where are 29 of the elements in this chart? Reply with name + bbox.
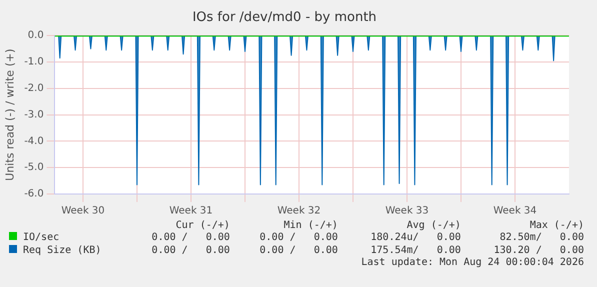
legend-label: IO/sec — [22, 231, 60, 244]
x-tick-label: Week 30 — [61, 206, 105, 217]
text: 130.20 / 0.00 — [492, 244, 585, 257]
text: Max (-/+) — [528, 220, 585, 231]
chart-title: IOs for /dev/md0 - by month — [192, 10, 377, 26]
y-axis-title: Units read (-) / write (+) — [3, 48, 16, 181]
y-tick-label: -4.0 — [24, 136, 44, 147]
y-tick-label: -1.0 — [24, 56, 44, 68]
text: Cur (-/+) — [174, 220, 231, 231]
y-tick-label: -3.0 — [24, 109, 44, 120]
text: Min (-/+) — [282, 220, 339, 231]
text: 175.54m/ 0.00 — [370, 244, 462, 257]
text: 82.50m/ 0.00 — [498, 231, 585, 244]
text: 0.00 / 0.00 — [258, 244, 339, 257]
text: 0.00 / 0.00 — [150, 231, 231, 244]
text: 0.00 / 0.00 — [258, 231, 339, 244]
x-tick-label: Week 34 — [493, 206, 537, 217]
text: 180.24u/ 0.00 — [370, 231, 462, 244]
y-tick-label: -5.0 — [24, 162, 44, 174]
legend-label: Req Size (KB) — [22, 244, 102, 257]
y-tick-label: -6.0 — [24, 188, 44, 200]
y-tick-label: 0.0 — [28, 30, 44, 42]
x-tick-label: Week 33 — [385, 206, 429, 217]
y-tick-label: -2.0 — [24, 82, 44, 94]
x-tick-label: Week 31 — [169, 206, 213, 217]
text: Avg (-/+) — [406, 220, 462, 231]
x-tick-label: Week 32 — [277, 206, 321, 217]
text: Last update: Mon Aug 24 00:00:04 2026 — [360, 257, 585, 268]
text: 0.00 / 0.00 — [150, 244, 231, 257]
